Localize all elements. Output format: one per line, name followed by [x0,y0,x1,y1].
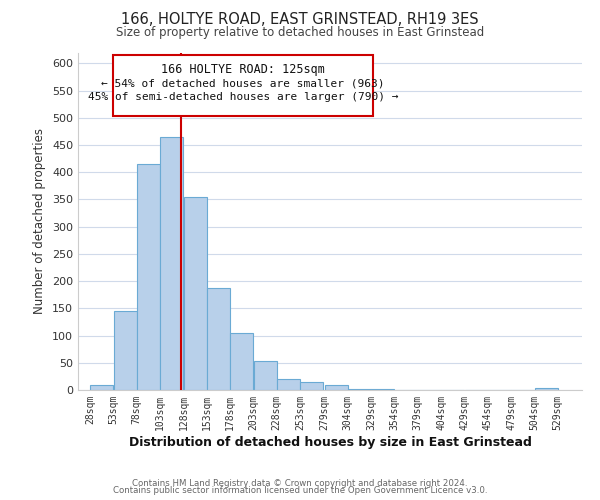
Bar [535,388,557,390]
Bar [184,197,206,390]
Bar [277,379,300,390]
Bar [325,384,347,390]
X-axis label: Distribution of detached houses by size in East Grinstead: Distribution of detached houses by size … [128,436,532,448]
Bar [160,137,183,390]
Text: 45% of semi-detached houses are larger (790) →: 45% of semi-detached houses are larger (… [88,92,398,102]
Text: 166, HOLTYE ROAD, EAST GRINSTEAD, RH19 3ES: 166, HOLTYE ROAD, EAST GRINSTEAD, RH19 3… [121,12,479,28]
Text: Contains public sector information licensed under the Open Government Licence v3: Contains public sector information licen… [113,486,487,495]
Bar [254,361,277,390]
Bar [301,382,323,390]
Text: 166 HOLTYE ROAD: 125sqm: 166 HOLTYE ROAD: 125sqm [161,63,325,76]
FancyBboxPatch shape [113,55,373,116]
Bar [207,288,230,390]
Bar [91,384,113,390]
Bar [137,164,160,390]
Text: ← 54% of detached houses are smaller (963): ← 54% of detached houses are smaller (96… [101,78,385,88]
Y-axis label: Number of detached properties: Number of detached properties [34,128,46,314]
Text: Contains HM Land Registry data © Crown copyright and database right 2024.: Contains HM Land Registry data © Crown c… [132,478,468,488]
Bar [230,333,253,390]
Text: Size of property relative to detached houses in East Grinstead: Size of property relative to detached ho… [116,26,484,39]
Bar [348,389,371,390]
Bar [114,311,137,390]
